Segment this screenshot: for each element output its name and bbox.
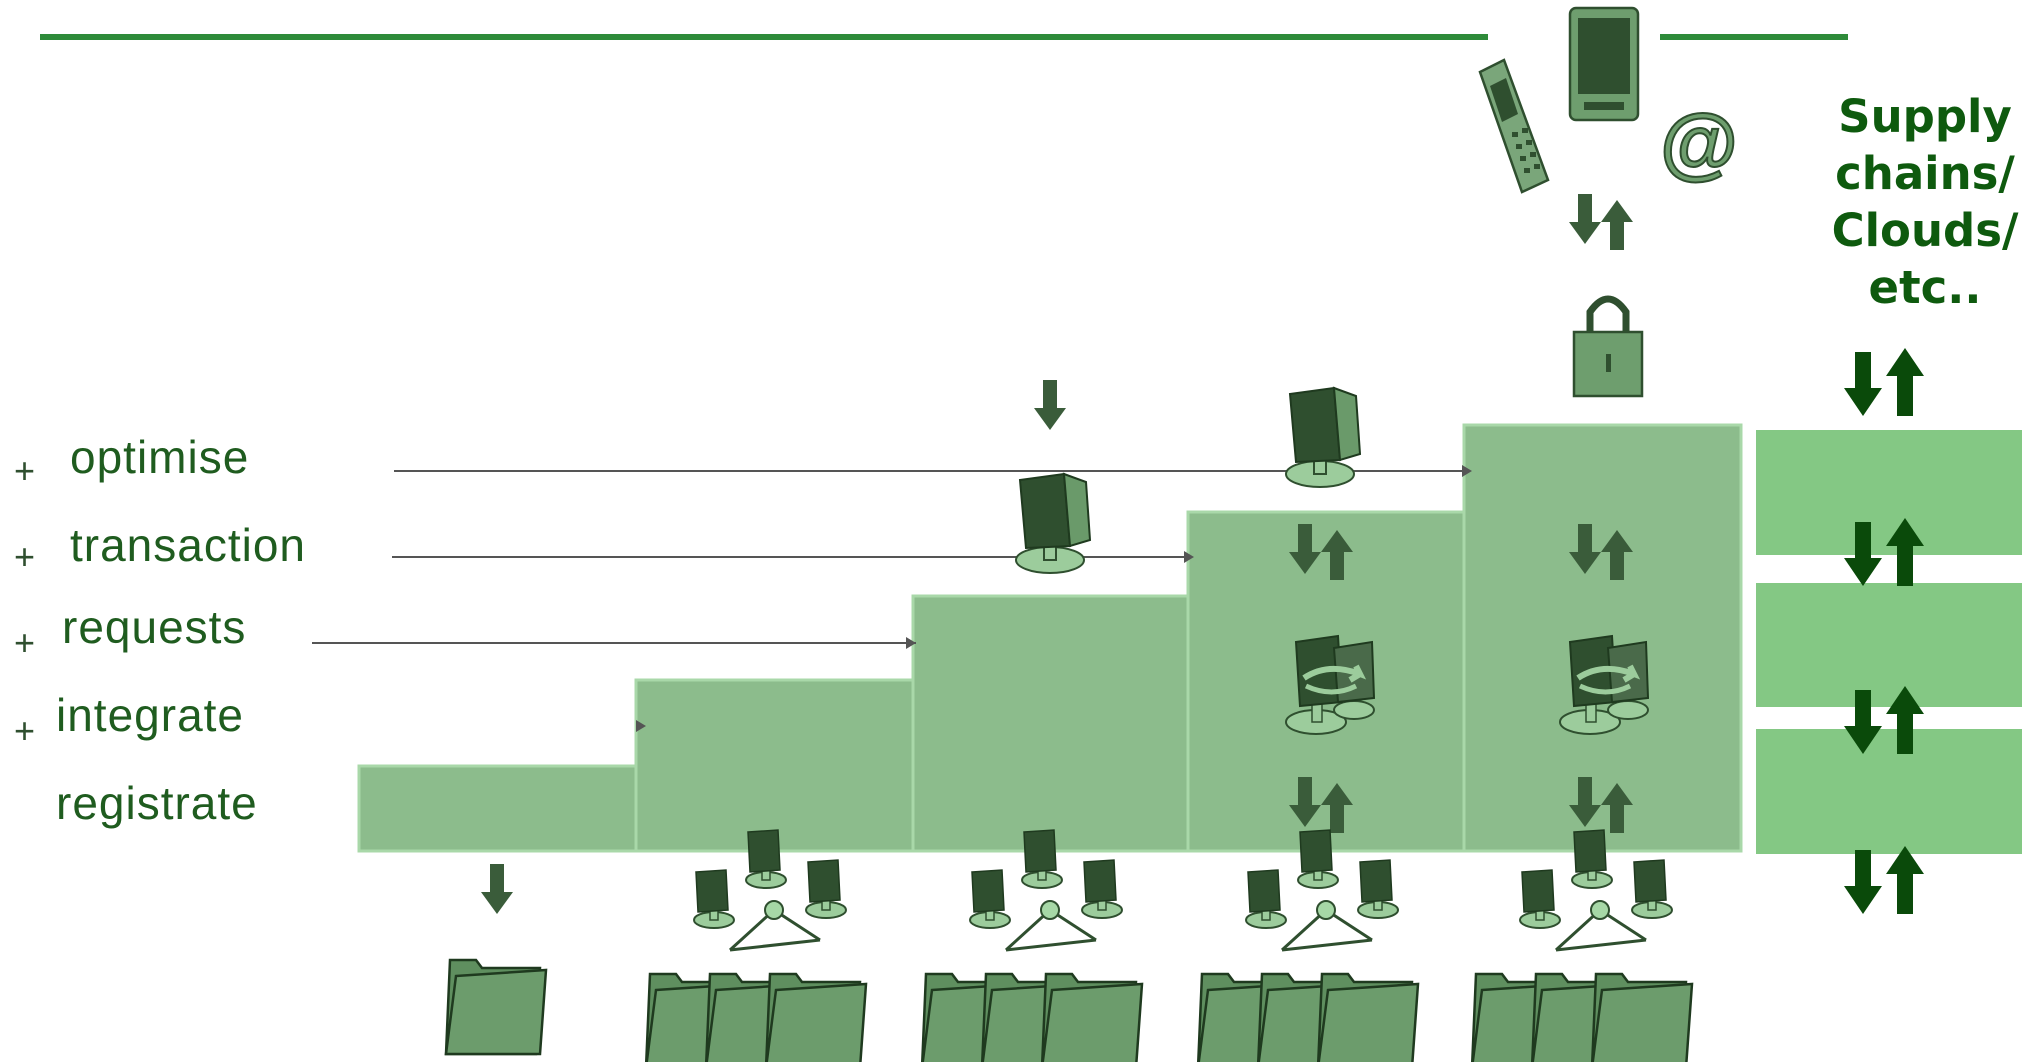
side-title-line: Supply	[1838, 90, 2012, 143]
padlock-icon	[1574, 299, 1642, 396]
plus-mark: +	[14, 710, 36, 751]
plus-mark: +	[14, 450, 36, 491]
side-title-line: etc..	[1868, 261, 1982, 314]
level-label-transaction: transaction	[70, 519, 307, 571]
step-integrate	[634, 678, 915, 853]
mobile-phone-icon	[1478, 58, 1550, 194]
sync-device-icon	[1560, 636, 1648, 734]
exchange-arrows-icon	[1844, 348, 1924, 416]
down-arrow-icon	[481, 864, 513, 914]
side-title-line: chains/	[1835, 147, 2015, 200]
folder-icon	[444, 958, 548, 1056]
sync-device-icon	[1286, 636, 1374, 734]
side-block	[1756, 729, 2022, 854]
side-block	[1756, 583, 2022, 707]
level-label-optimise: optimise	[70, 431, 250, 483]
plus-mark: +	[14, 536, 36, 577]
network-cluster-icon	[922, 830, 1142, 1062]
step-requests	[911, 594, 1190, 853]
network-cluster-icon	[1472, 830, 1692, 1062]
pda-icon	[1568, 6, 1640, 122]
staircase	[357, 423, 1743, 853]
side-title: Supply chains/ Clouds/ etc..	[1780, 88, 2031, 316]
network-cluster-icon	[1198, 830, 1418, 1062]
level-label-registrate: registrate	[56, 777, 258, 829]
exchange-arrows-icon	[1569, 194, 1633, 250]
side-blocks	[1756, 430, 2022, 854]
plus-mark: +	[14, 622, 36, 663]
pointer-heads	[636, 465, 1472, 732]
email-at-icon: @	[1660, 98, 1738, 187]
level-label-integrate: integrate	[56, 689, 245, 741]
exchange-arrows-icon	[1844, 846, 1924, 914]
side-block	[1756, 430, 2022, 555]
monitor-icon	[1285, 387, 1361, 488]
down-arrow-icon	[1034, 380, 1066, 430]
step-registrate	[357, 764, 638, 853]
network-cluster-icon	[646, 830, 866, 1062]
monitor-icon	[1015, 473, 1091, 574]
side-title-line: Clouds/	[1831, 204, 2019, 257]
level-label-requests: requests	[62, 601, 247, 653]
